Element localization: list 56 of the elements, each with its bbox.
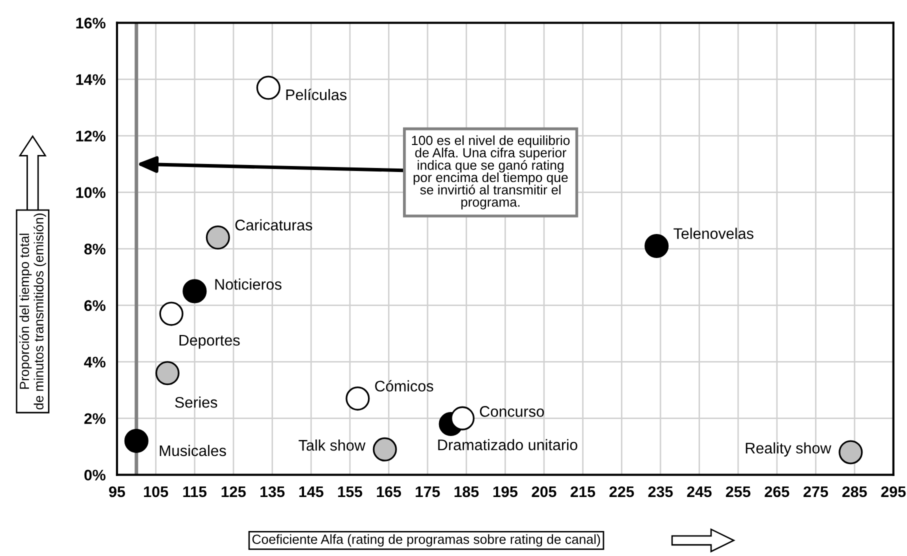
y-tick-label: 16% xyxy=(76,18,106,28)
y-tick-label: 0% xyxy=(84,470,106,481)
y-tick-label: 6% xyxy=(84,300,106,311)
point xyxy=(182,279,207,304)
x-tick-label: 245 xyxy=(687,486,712,498)
x-tick-label: 285 xyxy=(842,486,867,498)
x-tick-label: 235 xyxy=(648,486,673,498)
point xyxy=(838,440,863,464)
point xyxy=(155,361,180,386)
point xyxy=(644,234,669,258)
x-tick-label: 115 xyxy=(183,486,207,498)
annotation: Musicales xyxy=(160,444,226,456)
x-tick-label: 175 xyxy=(416,486,440,498)
x-tick-label: 225 xyxy=(609,486,634,498)
point xyxy=(206,225,230,250)
annotation: Deportes xyxy=(180,335,240,349)
annotation: Caricaturas xyxy=(235,219,312,230)
annotation: Concurso xyxy=(480,406,544,417)
x-tick-label: 185 xyxy=(454,486,479,498)
point xyxy=(159,302,184,326)
annotation: Películas xyxy=(286,88,347,100)
annotation: Noticieros xyxy=(215,278,282,290)
point xyxy=(256,76,280,100)
x-tick-label: 135 xyxy=(260,486,285,498)
y-tick-label: 14% xyxy=(76,74,106,85)
annotation: Reality show xyxy=(746,442,832,457)
x-tick-label: 215 xyxy=(570,486,596,498)
x-tick-label: 105 xyxy=(144,486,168,498)
y-tick-label: 8% xyxy=(84,244,106,254)
annotation: Telenovelas xyxy=(674,228,754,239)
x-tick-label: 205 xyxy=(532,486,556,498)
annotation: Dramatizado unitario xyxy=(438,439,578,450)
x-axis-title: Coeficiente Alfa (rating de programas sobre rating de canal) xyxy=(252,534,600,547)
x-tick-label: 165 xyxy=(376,486,402,498)
annotation: 100 es el nivel de equilibrio de Alfa. Una cifra superior indica que se ganó rating por encima del tiempo que se invirtió al transmitir el programa. xyxy=(412,135,570,210)
x-tick-label: 145 xyxy=(299,486,324,498)
x-tick-label: 255 xyxy=(726,486,750,498)
x-tick-label: 295 xyxy=(881,486,906,498)
point xyxy=(450,406,475,430)
point xyxy=(372,437,397,462)
point xyxy=(124,428,148,453)
x-tick-label: 275 xyxy=(804,486,828,498)
point xyxy=(346,386,370,411)
y-axis-title: Proporción del tiempo total de minutos transmitidos (emisión) xyxy=(19,214,46,410)
x-tick-label: 155 xyxy=(338,486,362,498)
annotation: Talk show xyxy=(298,440,366,451)
x-tick-label: 195 xyxy=(493,486,518,498)
x-tick-label: 265 xyxy=(764,486,790,498)
x-tick-label: 125 xyxy=(222,486,246,498)
x-tick-label: 95 xyxy=(109,486,126,498)
annotation: Series xyxy=(175,396,218,408)
y-tick-label: 4% xyxy=(84,356,106,368)
y-tick-label: 2% xyxy=(84,413,106,424)
annotation: Cómicos xyxy=(375,380,434,392)
y-tick-label: 10% xyxy=(76,187,106,198)
y-tick-label: 12% xyxy=(76,130,106,142)
